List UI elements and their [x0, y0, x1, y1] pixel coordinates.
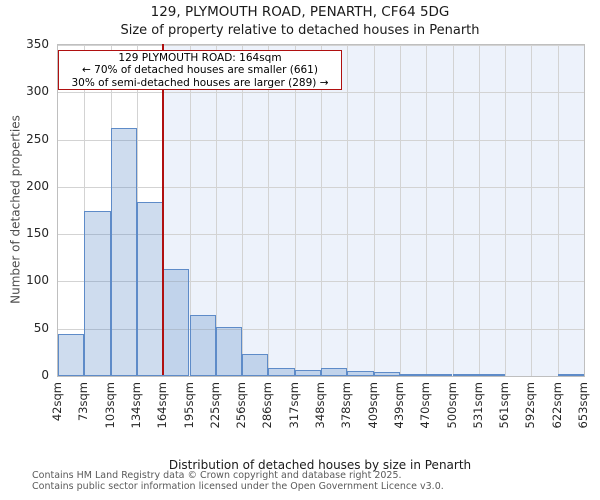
- vertical-gridline: [505, 45, 507, 376]
- x-tick-label: 561sqm: [497, 382, 512, 429]
- y-tick-label: 300: [26, 84, 49, 99]
- x-tick-label: 134sqm: [128, 382, 143, 429]
- horizontal-gridline: [58, 281, 584, 283]
- x-tick-label: 439sqm: [391, 382, 406, 429]
- x-tick-label: 195sqm: [181, 382, 196, 429]
- vertical-gridline: [268, 45, 270, 376]
- x-tick-label: 73sqm: [76, 382, 91, 422]
- vertical-gridline: [294, 45, 296, 376]
- histogram-bar: [242, 354, 269, 376]
- y-tick-label: 100: [26, 273, 49, 288]
- histogram-bar: [426, 374, 453, 376]
- x-tick-label: 500sqm: [444, 382, 459, 429]
- x-tick-label: 225sqm: [207, 382, 222, 429]
- vertical-gridline: [426, 45, 428, 376]
- vertical-gridline: [189, 45, 191, 376]
- horizontal-gridline: [58, 328, 584, 330]
- x-tick-label: 378sqm: [339, 382, 354, 429]
- histogram-bar: [557, 374, 584, 376]
- footer-attribution-line2: Contains public sector information licen…: [32, 481, 444, 492]
- horizontal-gridline: [58, 45, 584, 46]
- shaded-larger-region: [163, 45, 584, 376]
- x-tick-label: 164sqm: [155, 382, 170, 429]
- vertical-gridline: [531, 45, 533, 376]
- y-tick-label: 0: [41, 368, 49, 382]
- property-size-marker-line: [161, 44, 164, 375]
- vertical-gridline: [242, 45, 244, 376]
- plot-area: [57, 44, 585, 377]
- y-tick-label: 150: [26, 226, 49, 241]
- annotation-box: 129 PLYMOUTH ROAD: 164sqm ← 70% of detac…: [58, 50, 342, 90]
- horizontal-gridline: [58, 234, 584, 236]
- histogram-bar: [189, 314, 216, 376]
- vertical-gridline: [399, 45, 401, 376]
- chart-subtitle: Size of property relative to detached ho…: [120, 23, 480, 38]
- x-tick-label: 286sqm: [260, 382, 275, 429]
- x-axis-title: Distribution of detached houses by size …: [168, 458, 472, 472]
- vertical-gridline: [452, 45, 454, 376]
- histogram-bar: [163, 269, 190, 376]
- histogram-bar: [478, 374, 506, 376]
- x-tick-label: 348sqm: [313, 382, 327, 429]
- vertical-gridline: [347, 45, 349, 376]
- horizontal-gridline: [58, 186, 584, 188]
- vertical-gridline: [321, 45, 322, 376]
- x-tick-label: 317sqm: [286, 382, 301, 429]
- x-tick-label: 622sqm: [549, 382, 564, 429]
- y-tick-label: 50: [33, 320, 49, 335]
- x-tick-label: 103sqm: [102, 382, 117, 429]
- vertical-gridline: [163, 45, 165, 376]
- x-tick-label: 470sqm: [418, 382, 433, 429]
- histogram-bar: [294, 370, 321, 376]
- x-tick-label: 531sqm: [470, 382, 485, 429]
- histogram-bar: [399, 374, 427, 376]
- annotation-smaller-pct: ← 70% of detached houses are smaller (66…: [82, 64, 318, 77]
- y-tick-label: 350: [26, 37, 49, 51]
- annotation-property-size: 129 PLYMOUTH ROAD: 164sqm: [118, 52, 282, 64]
- vertical-gridline: [215, 45, 217, 376]
- vertical-gridline: [557, 45, 559, 376]
- histogram-bar: [136, 202, 164, 376]
- x-tick-label: 592sqm: [523, 382, 538, 429]
- horizontal-gridline: [58, 139, 584, 141]
- y-tick-label: 200: [26, 178, 49, 193]
- footer-attribution-line1: Contains HM Land Registry data © Crown c…: [32, 470, 402, 481]
- vertical-gridline: [478, 45, 480, 376]
- histogram-bar: [110, 128, 137, 376]
- histogram-bar: [321, 368, 348, 376]
- x-tick-label: 653sqm: [576, 382, 590, 429]
- y-tick-label: 250: [26, 131, 49, 146]
- x-tick-label: 256sqm: [234, 382, 249, 429]
- histogram-bar: [215, 326, 243, 376]
- x-tick-label: 409sqm: [365, 382, 380, 429]
- histogram-bar: [347, 371, 374, 376]
- y-axis-title: Number of detached properties: [8, 115, 23, 304]
- annotation-larger-pct: 30% of semi-detached houses are larger (…: [71, 76, 329, 89]
- horizontal-gridline: [58, 92, 584, 94]
- histogram-bar: [373, 372, 400, 376]
- vertical-gridline: [373, 45, 375, 376]
- histogram-bar: [452, 374, 479, 376]
- histogram-bar: [84, 210, 111, 376]
- chart-title: 129, PLYMOUTH ROAD, PENARTH, CF64 5DG: [150, 4, 450, 20]
- histogram-bar: [58, 334, 85, 376]
- x-tick-label: 42sqm: [50, 382, 64, 422]
- histogram-bar: [268, 368, 295, 376]
